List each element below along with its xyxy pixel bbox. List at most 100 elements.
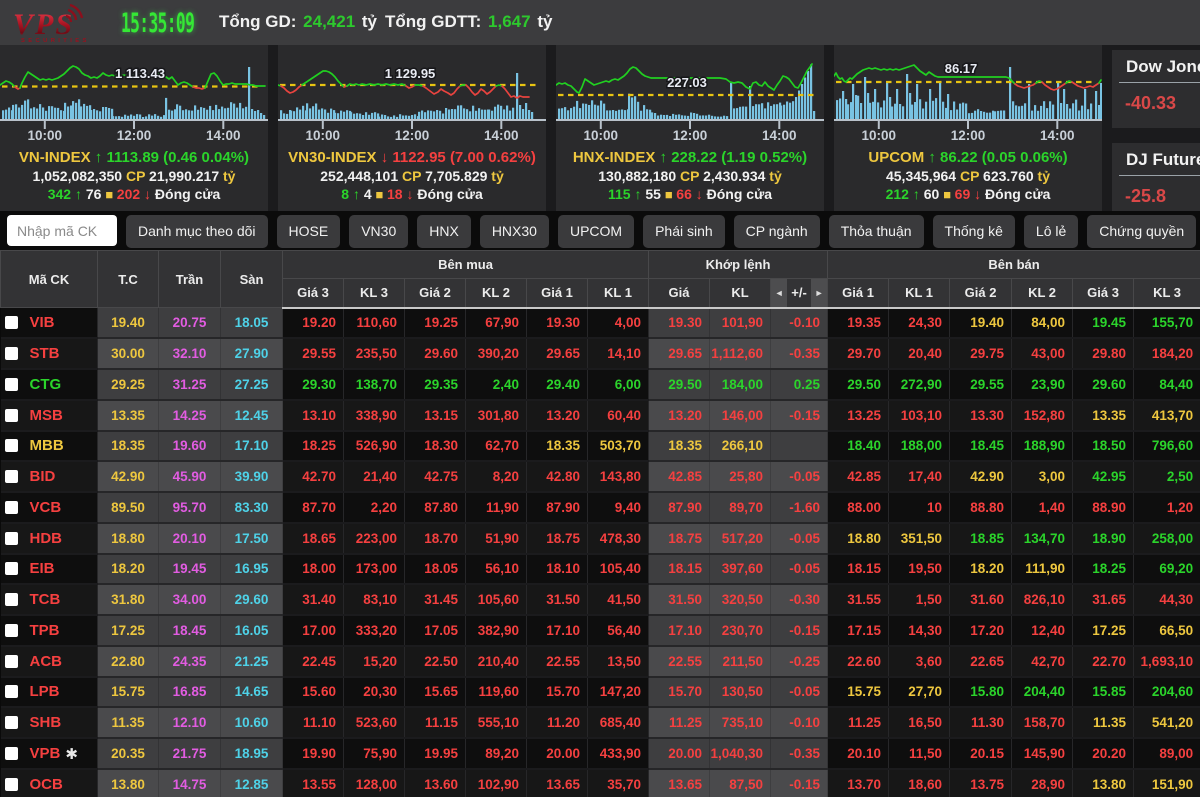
ceiling-price-cell: 32.10: [158, 338, 221, 370]
tab-thống-kê[interactable]: Thống kê: [932, 215, 1015, 248]
tab-hnx[interactable]: HNX: [417, 215, 471, 248]
chart-value-label: 86.17: [945, 61, 978, 76]
index-volume-line: 45,345,964 CP 623.760 tỷ: [834, 168, 1102, 184]
ceiling-price-cell: 18.45: [158, 615, 221, 647]
world-indices-panel: Dow Jones -40.33 DJ Futures -25.8: [1112, 45, 1200, 221]
ceiling-price-cell: 16.85: [158, 676, 221, 709]
symbol-search-input[interactable]: [7, 215, 117, 246]
bid-vol-3-cell: 20,30: [343, 676, 405, 709]
volume-bar: [90, 110, 93, 119]
match-price-cell: 13.20: [648, 399, 711, 432]
row-checkbox[interactable]: [4, 500, 18, 514]
volume-bar: [939, 81, 942, 119]
symbol-cell: EIB: [0, 553, 98, 586]
reference-price-cell: 18.20: [97, 553, 159, 586]
bid-price-1-cell: 29.40: [526, 369, 588, 401]
row-checkbox[interactable]: [4, 531, 18, 545]
ask-vol-2-cell: 826,10: [1011, 584, 1074, 616]
total-gd-unit: tỷ: [361, 12, 378, 31]
tab-cp-ngành[interactable]: CP ngành: [733, 215, 820, 248]
volume-bar: [899, 104, 902, 119]
row-checkbox[interactable]: [4, 654, 18, 668]
tab-phái-sinh[interactable]: Phái sinh: [643, 215, 725, 248]
row-checkbox[interactable]: [4, 623, 18, 637]
ask-price-1-cell: 88.00: [827, 492, 890, 524]
ask-price-1-cell: 31.55: [827, 584, 890, 616]
session-status: Đóng cửa: [154, 186, 221, 202]
tab-thỏa-thuận[interactable]: Thỏa thuận: [828, 215, 924, 248]
match-vol-cell: 266,10: [709, 430, 772, 463]
row-checkbox[interactable]: [4, 347, 18, 361]
volume-bar: [324, 109, 327, 119]
volume-bar: [1100, 83, 1102, 119]
volume-bar: [318, 109, 321, 119]
row-checkbox[interactable]: [4, 593, 18, 607]
tab-lô-lẻ[interactable]: Lô lẻ: [1023, 215, 1079, 248]
tab-vn30[interactable]: VN30: [349, 215, 409, 248]
reference-price-cell: 89.50: [97, 492, 159, 524]
volume-bar: [387, 116, 390, 119]
reference-price-cell: 20.35: [97, 738, 159, 770]
ask-price-3-cell: 18.25: [1072, 553, 1135, 586]
volume-bar: [491, 110, 494, 119]
tab-upcom[interactable]: UPCOM: [557, 215, 635, 248]
row-checkbox[interactable]: [4, 716, 18, 730]
volume-bar: [657, 115, 660, 119]
row-checkbox[interactable]: [4, 316, 18, 330]
bid-vol-3-cell: 526,90: [343, 430, 405, 463]
row-checkbox[interactable]: [4, 746, 18, 760]
volume-bar: [102, 107, 105, 119]
scroll-left-icon[interactable]: ◄: [771, 279, 788, 307]
scroll-right-icon[interactable]: ►: [811, 279, 828, 307]
tab-hnx30[interactable]: HNX30: [479, 215, 549, 248]
volume-bar: [804, 77, 807, 119]
volume-bar: [334, 112, 337, 119]
row-checkbox[interactable]: [4, 439, 18, 453]
reference-price-cell: 11.35: [97, 707, 159, 739]
bid-vol-1-cell: 60,40: [587, 399, 650, 432]
match-price-cell: 31.50: [648, 584, 711, 616]
row-checkbox[interactable]: [4, 377, 18, 391]
volume-bar: [451, 109, 454, 119]
volume-bar: [980, 111, 983, 119]
tab-chứng-quyền[interactable]: Chứng quyền: [1087, 215, 1197, 248]
unchanged-count: 55: [645, 186, 665, 202]
volume-bar: [315, 103, 318, 119]
up-arrow-icon: ↑: [94, 149, 107, 166]
row-checkbox[interactable]: [4, 777, 18, 791]
volume-bar: [576, 100, 579, 119]
ask-price-1-cell: 29.70: [827, 338, 890, 370]
index-share-volume: 1,052,082,350: [32, 168, 126, 184]
volume-bar: [986, 112, 989, 119]
row-checkbox[interactable]: [4, 470, 18, 484]
row-checkbox[interactable]: [4, 562, 18, 576]
volume-bar: [1037, 110, 1040, 119]
volume-bar: [64, 102, 67, 119]
volume-bar: [343, 111, 346, 119]
floor-price-cell: 21.25: [220, 645, 283, 678]
volume-bar: [460, 105, 463, 119]
index-line: [1041, 81, 1067, 91]
tab-hose[interactable]: HOSE: [276, 215, 341, 248]
volume-bar: [436, 110, 439, 119]
row-checkbox[interactable]: [4, 685, 18, 699]
volume-bar: [194, 105, 197, 119]
table-row-ACB: ACB 22.80 24.35 21.25 22.45 15,20 22.50 210,40 2…: [0, 645, 1200, 678]
tab-danh-mục-theo-dõi[interactable]: Danh mục theo dõi: [126, 215, 268, 248]
volume-bar: [869, 102, 872, 119]
volume-bar: [886, 81, 889, 119]
volume-bar: [203, 107, 206, 119]
ask-vol-3-cell: 1,20: [1133, 492, 1200, 524]
ask-price-3-cell: 31.65: [1072, 584, 1135, 616]
match-vol-cell: 1,112,60: [709, 338, 772, 370]
match-vol-cell: 1,040,30: [709, 738, 772, 770]
symbol-label: VCB: [29, 498, 62, 516]
bid-price-2-cell: 11.15: [404, 707, 466, 739]
volume-bar: [321, 108, 324, 119]
ask-vol-1-cell: 103,10: [888, 399, 951, 432]
volume-bar: [5, 109, 8, 119]
row-checkbox[interactable]: [4, 408, 18, 422]
match-change-cell: -1.60: [770, 492, 829, 524]
volume-bar: [773, 104, 776, 119]
header-sell-group: Bên bán: [827, 250, 1200, 279]
